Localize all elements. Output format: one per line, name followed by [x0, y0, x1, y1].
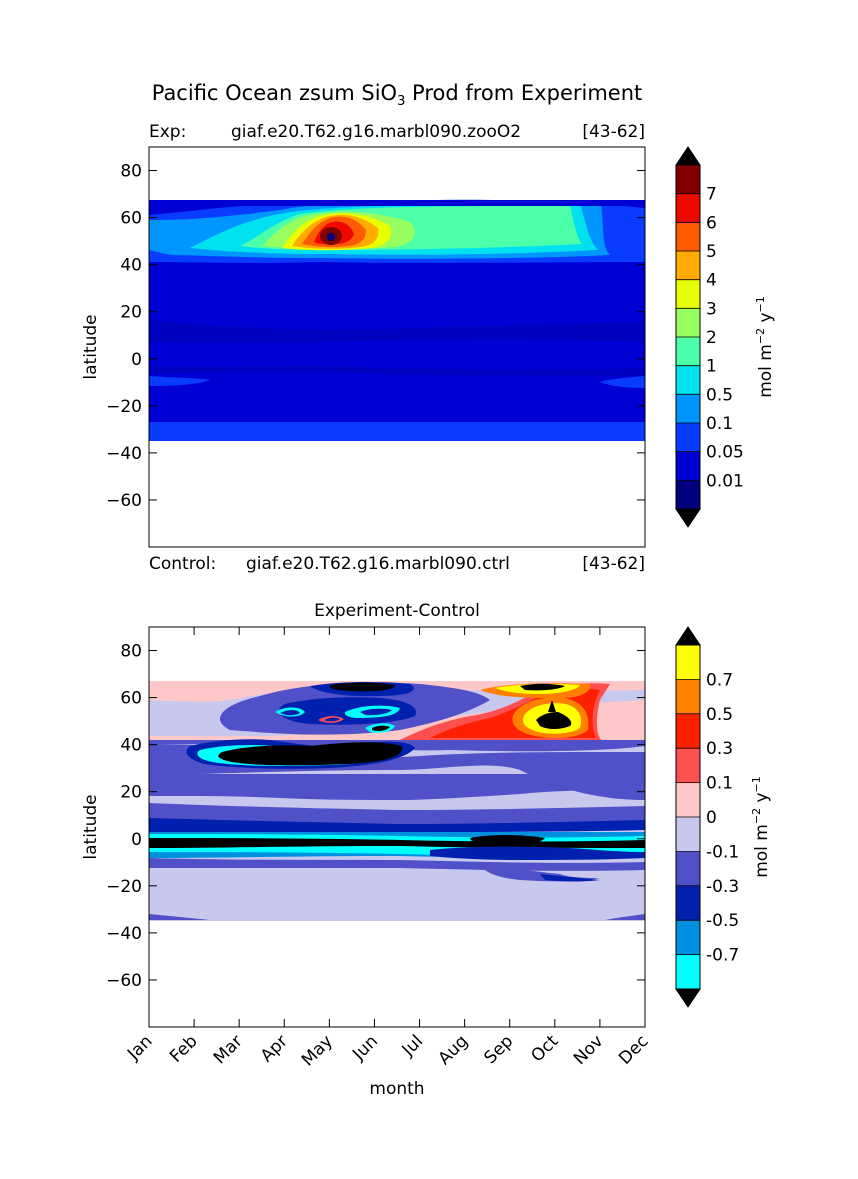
colorbar-swatch — [676, 394, 700, 424]
y-tick-label: −60 — [106, 971, 142, 991]
bottom-x-label: month — [369, 1079, 424, 1099]
bottom-title: Experiment-Control — [314, 601, 480, 621]
exp-label: Exp: — [149, 122, 186, 142]
colorbar-swatch — [676, 279, 700, 309]
colorbar-swatch — [676, 920, 700, 956]
bottom-y-label: latitude — [81, 794, 101, 859]
y-tick-label: 0 — [131, 830, 142, 850]
colorbar-tick-label: 0.5 — [706, 385, 733, 405]
colorbar-swatch — [676, 679, 700, 715]
bottom-colorbar: -0.7 -0.5 -0.3 -0.1 0 0.1 0.3 0.5 0.7 — [675, 626, 739, 1008]
colorbar-tick-label: -0.7 — [706, 946, 739, 966]
x-tick-label: Sep — [480, 1031, 517, 1068]
colorbar-extend-min — [675, 508, 701, 528]
exp-name: giaf.e20.T62.g16.marbl090.zooO2 — [231, 122, 521, 142]
colorbar-swatch — [676, 713, 700, 749]
colorbar-tick-label: -0.1 — [706, 842, 739, 862]
bottom-colorbar-label: mol m−2 y−1 — [750, 776, 772, 878]
colorbar-swatch — [676, 782, 700, 818]
y-tick-label: −40 — [106, 924, 142, 944]
figure-title: Pacific Ocean zsum SiO3 Prod from Experi… — [152, 81, 643, 109]
colorbar-tick-label: -0.3 — [706, 877, 739, 897]
colorbar-swatch — [676, 851, 700, 887]
y-tick-label: 20 — [120, 303, 142, 323]
x-tick-label: Feb — [166, 1031, 201, 1066]
colorbar-swatch — [676, 193, 700, 223]
x-tick-label: Dec — [615, 1031, 652, 1068]
colorbar-swatch — [676, 423, 700, 453]
y-tick-label: 20 — [120, 783, 142, 803]
x-tick-label: Jan — [123, 1031, 156, 1064]
x-tick-label: Jun — [348, 1031, 382, 1065]
y-tick-label: 60 — [120, 689, 142, 709]
colorbar-tick-label: 0.1 — [706, 774, 733, 794]
top-heatmap-field — [149, 199, 645, 441]
colorbar-tick-label: 0.7 — [706, 670, 733, 690]
colorbar-tick-label: 3 — [706, 299, 717, 319]
colorbar-swatch — [676, 365, 700, 395]
colorbar-tick-label: 0.3 — [706, 739, 733, 759]
bottom-y-axis: 80 60 40 20 0 −20 −40 −60 — [106, 642, 645, 991]
colorbar-extend-max — [675, 146, 701, 166]
y-tick-label: 0 — [131, 350, 142, 370]
top-y-label: latitude — [81, 314, 101, 379]
colorbar-tick-label: 0.05 — [706, 443, 744, 463]
bottom-heatmap-field — [149, 681, 645, 921]
y-tick-label: 40 — [120, 736, 142, 756]
x-tick-label: Nov — [570, 1031, 608, 1069]
colorbar-tick-label: 2 — [706, 328, 717, 348]
control-name: giaf.e20.T62.g16.marbl090.ctrl — [246, 554, 510, 574]
colorbar-extend-min — [675, 988, 701, 1008]
colorbar-swatch — [676, 165, 700, 195]
colorbar-tick-label: 1 — [706, 357, 717, 377]
colorbar-tick-label: 0.1 — [706, 414, 733, 434]
x-tick-label: Mar — [210, 1031, 247, 1068]
colorbar-tick-label: 0.01 — [706, 471, 744, 491]
x-tick-label: May — [298, 1031, 337, 1070]
control-label: Control: — [149, 554, 216, 574]
colorbar-tick-label: 4 — [706, 271, 717, 291]
colorbar-extend-max — [675, 626, 701, 646]
y-tick-label: 40 — [120, 256, 142, 276]
x-tick-label: Jul — [398, 1031, 427, 1060]
y-tick-label: −20 — [106, 877, 142, 897]
colorbar-swatch — [676, 308, 700, 338]
top-plot-frame — [148, 146, 646, 548]
colorbar-swatch — [676, 337, 700, 367]
colorbar-tick-label: 0 — [706, 808, 717, 828]
colorbar-tick-label: 0.5 — [706, 705, 733, 725]
colorbar-swatch — [676, 954, 700, 990]
colorbar-swatch — [676, 748, 700, 784]
x-tick-label: Aug — [435, 1031, 473, 1069]
colorbar-tick-label: -0.5 — [706, 911, 739, 931]
control-range: [43-62] — [582, 554, 645, 574]
y-tick-label: −60 — [106, 491, 142, 511]
x-tick-label: Apr — [257, 1031, 292, 1066]
y-tick-label: 60 — [120, 209, 142, 229]
colorbar-tick-label: 5 — [706, 242, 717, 262]
exp-range: [43-62] — [582, 122, 645, 142]
colorbar-swatch — [676, 480, 700, 510]
bottom-plot-frame — [148, 626, 646, 1028]
y-tick-label: −40 — [106, 444, 142, 464]
colorbar-swatch — [676, 817, 700, 852]
y-tick-label: 80 — [120, 162, 142, 182]
top-colorbar: 0.01 0.05 0.1 0.5 1 2 3 4 5 6 7 — [675, 146, 744, 528]
y-tick-label: 80 — [120, 642, 142, 662]
colorbar-tick-label: 7 — [706, 185, 717, 205]
colorbar-tick-label: 6 — [706, 213, 717, 233]
x-tick-label: Oct — [527, 1031, 562, 1066]
colorbar-swatch — [676, 885, 700, 921]
colorbar-swatch — [676, 645, 700, 680]
top-colorbar-label: mol m−2 y−1 — [754, 296, 776, 398]
colorbar-swatch — [676, 451, 700, 481]
y-tick-label: −20 — [106, 397, 142, 417]
colorbar-swatch — [676, 251, 700, 281]
top-y-axis: 80 60 40 20 0 −20 −40 −60 — [106, 162, 645, 511]
colorbar-swatch — [676, 222, 700, 252]
